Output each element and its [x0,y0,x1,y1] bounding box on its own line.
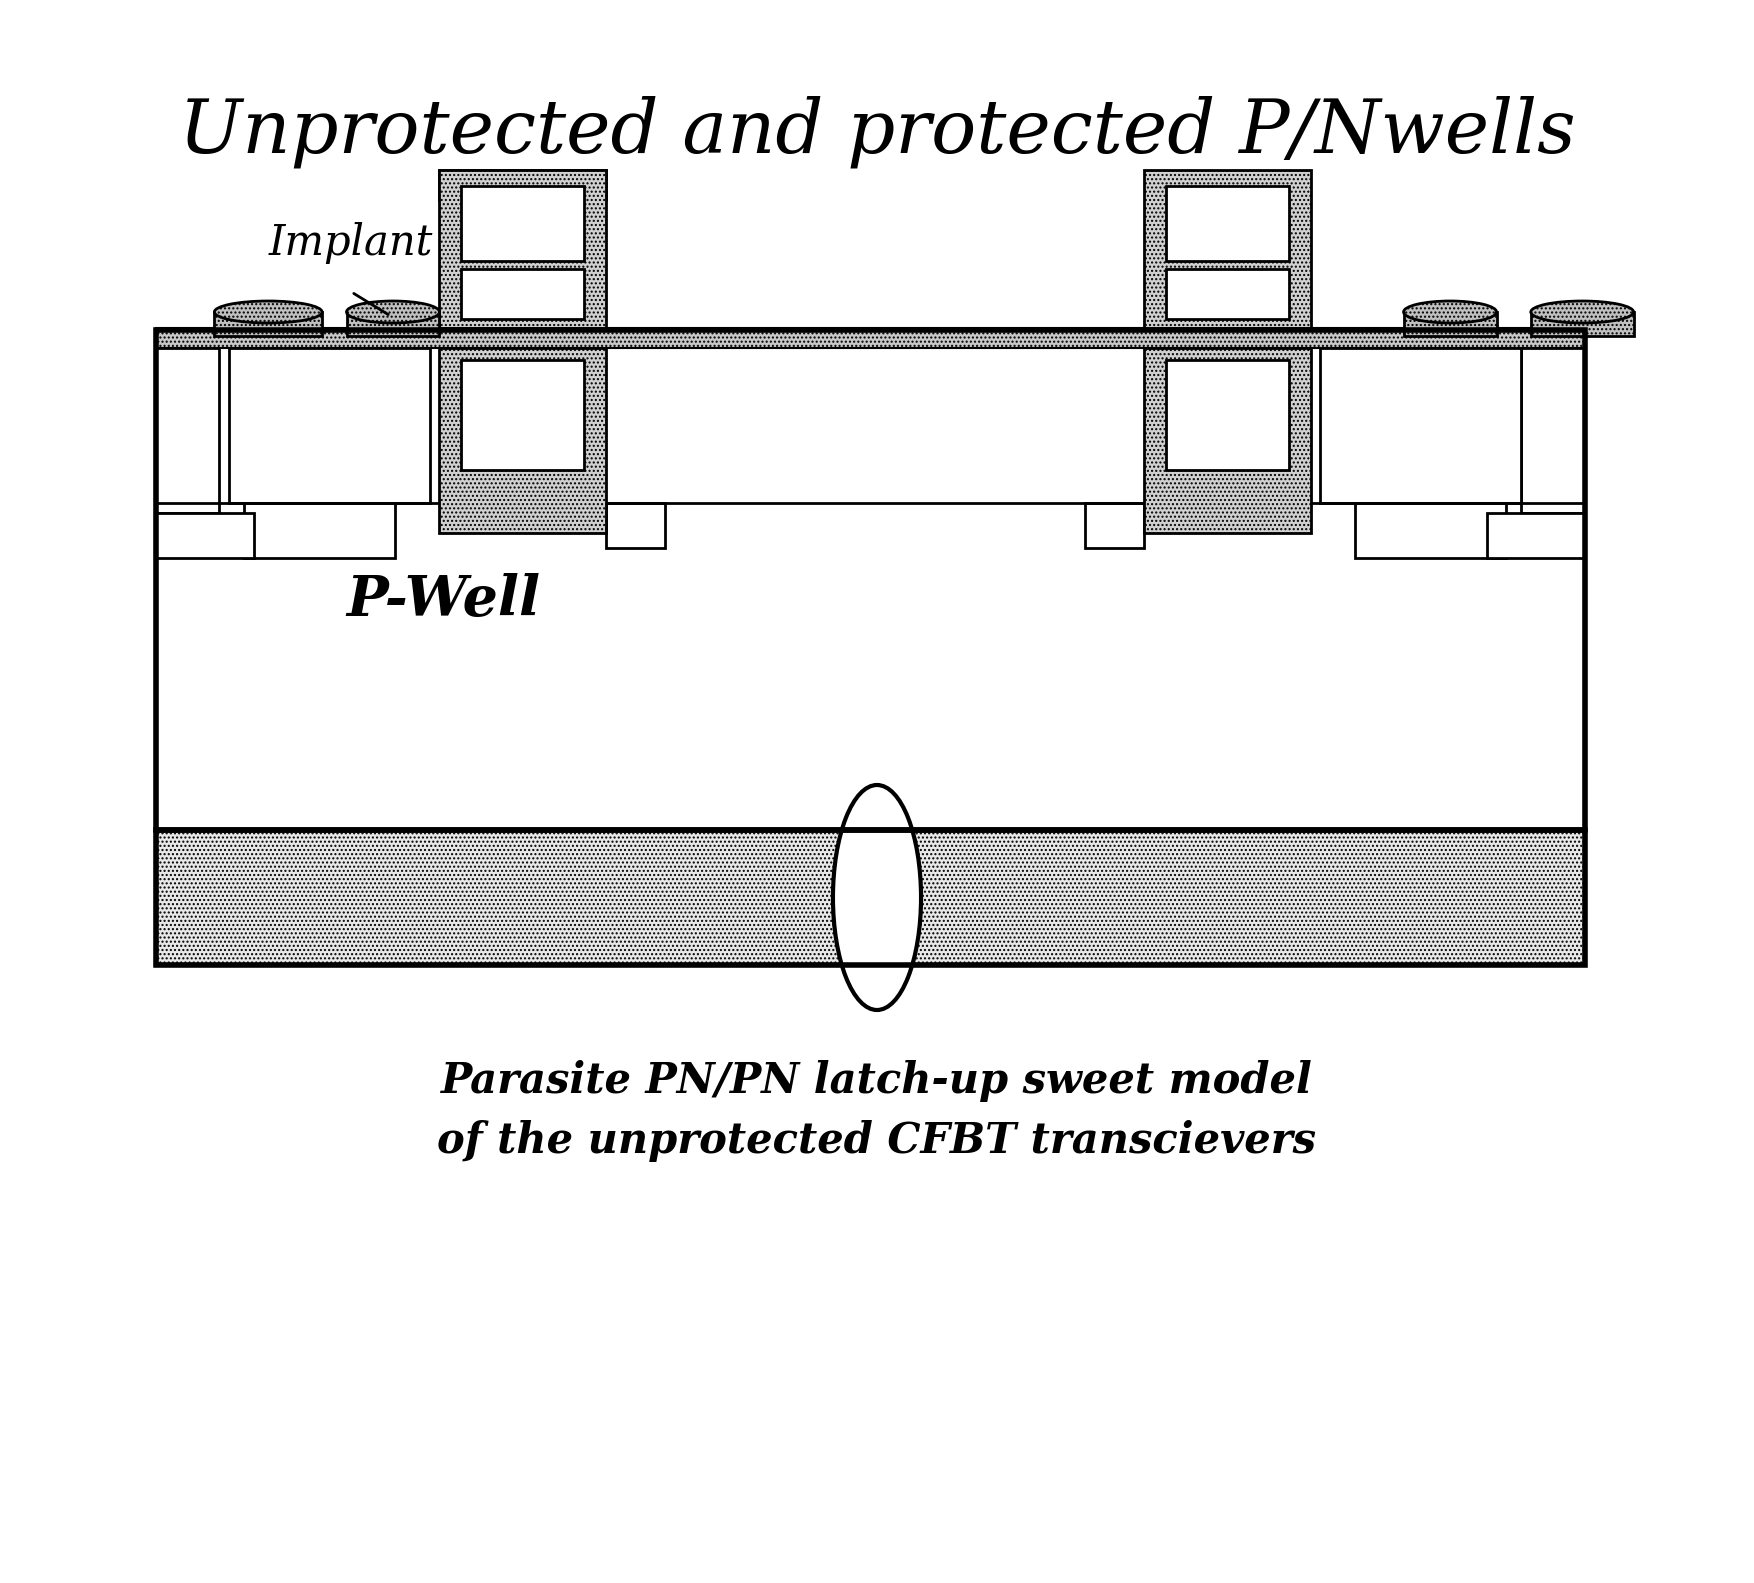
Text: Implant: Implant [268,222,433,264]
Bar [156,513,254,557]
Bar [156,329,1584,829]
Bar [230,348,430,503]
Bar [156,829,1584,966]
Text: of the unprotected CFBT transcievers: of the unprotected CFBT transcievers [437,1121,1317,1162]
Ellipse shape [214,301,323,323]
Bar [1531,312,1633,336]
Ellipse shape [1531,301,1633,323]
Bar [1144,169,1310,328]
Ellipse shape [1403,301,1496,323]
Bar [1144,348,1310,533]
Bar [461,185,584,261]
Bar [347,312,440,336]
Bar [156,329,1584,829]
Ellipse shape [347,301,440,323]
Text: Unprotected and protected P/Nwells: Unprotected and protected P/Nwells [179,95,1575,168]
Ellipse shape [833,785,921,1010]
Bar [156,348,219,513]
Bar [1321,348,1521,503]
Bar [1354,503,1507,557]
Text: P-Well: P-Well [347,573,540,627]
Bar [1086,503,1144,548]
Bar [461,269,584,320]
Bar [156,328,1584,348]
Bar [605,503,665,548]
Bar [440,348,605,533]
Bar [1403,312,1496,336]
Bar [1166,359,1289,470]
Bar [1166,185,1289,261]
Bar [440,169,605,328]
Bar [1487,513,1584,557]
Bar [440,169,605,199]
Bar [156,829,1584,966]
Bar [244,503,395,557]
Bar [1166,269,1289,320]
Bar [214,312,323,336]
Bar [461,359,584,470]
Bar [1521,348,1584,513]
Text: Parasite PN/PN latch-up sweet model: Parasite PN/PN latch-up sweet model [440,1061,1314,1102]
